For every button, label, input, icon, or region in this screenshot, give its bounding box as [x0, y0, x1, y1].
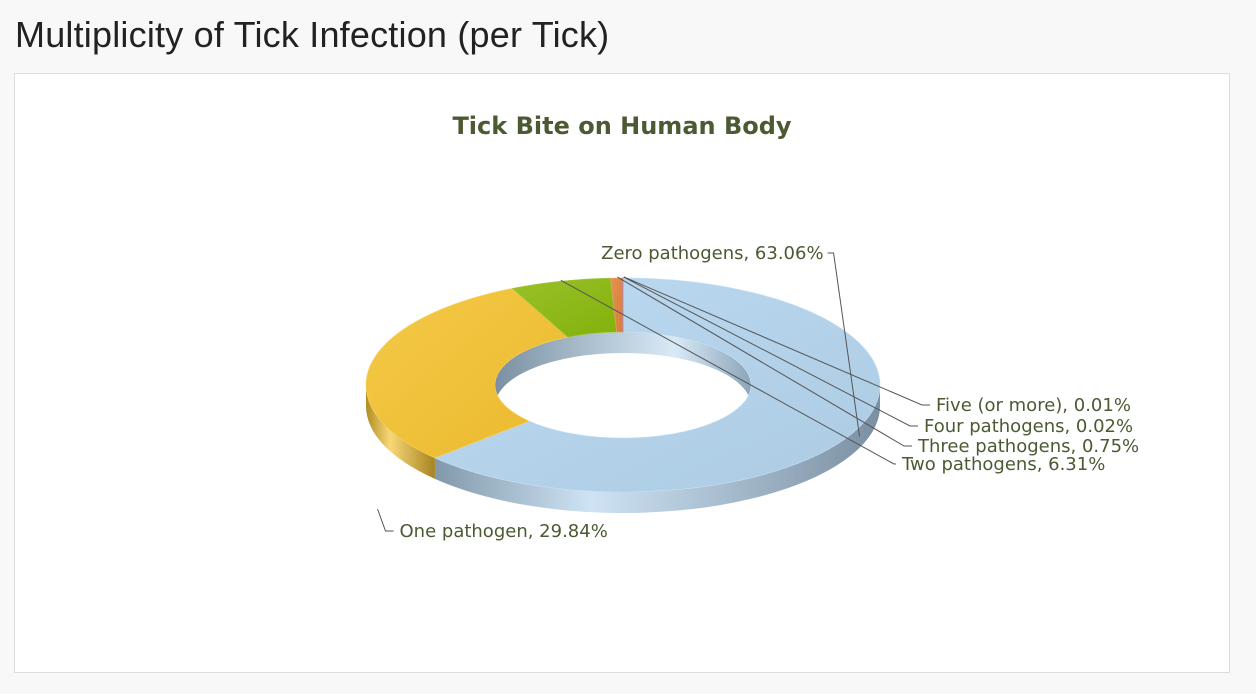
connector-four-pathogens — [623, 276, 918, 427]
chart-title: Tick Bite on Human Body — [452, 112, 791, 140]
label-five-or-more-: Five (or more), 0.01% — [936, 395, 1131, 416]
slice-one-pathogen[interactable] — [365, 288, 569, 459]
connector-one-pathogen — [377, 508, 394, 532]
label-three-pathogens: Three pathogens, 0.75% — [917, 436, 1139, 457]
label-four-pathogens: Four pathogens, 0.02% — [924, 416, 1133, 437]
slice-side-zero-pathogens — [434, 385, 880, 514]
connector-five-or-more- — [623, 276, 930, 406]
label-zero-pathogens: Zero pathogens, 63.06% — [601, 243, 823, 264]
page-title: Multiplicity of Tick Infection (per Tick… — [15, 14, 610, 55]
slice-zero-pathogens[interactable] — [434, 277, 881, 493]
donut-chart: Tick Bite on Human Body Zero pathogens, … — [365, 112, 1139, 542]
slice-side-one-pathogen — [366, 385, 435, 479]
labels-layer: Zero pathogens, 63.06% One pathogen, 29.8… — [377, 243, 1139, 542]
label-two-pathogens: Two pathogens, 6.31% — [901, 454, 1105, 475]
label-one-pathogen: One pathogen, 29.84% — [400, 521, 608, 542]
donut-hole-wall — [495, 332, 751, 406]
connector-two-pathogens — [560, 279, 896, 465]
slices-layer — [365, 277, 881, 514]
connector-three-pathogens — [617, 276, 912, 447]
chart-panel: Tick Bite on Human Body Zero pathogens, … — [14, 73, 1230, 673]
connector-zero-pathogens — [827, 252, 861, 437]
